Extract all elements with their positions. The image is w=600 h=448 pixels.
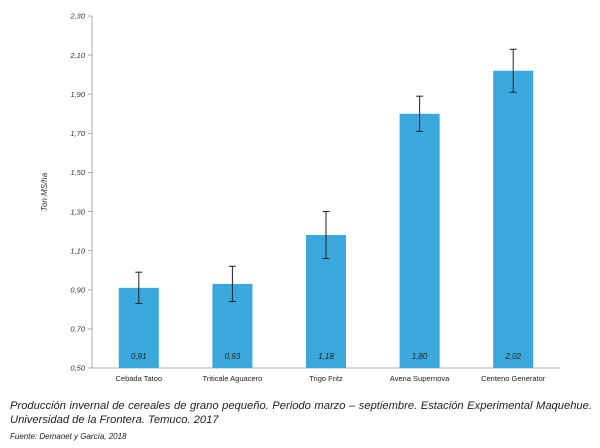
x-category-label: Centeno Generator — [481, 374, 546, 383]
x-axis-labels: Cebada Tatoo Triticale Aguacero Trigo Frit… — [116, 374, 546, 383]
y-tick-label: 0,90 — [70, 285, 85, 294]
x-category-label: Avena Supernova — [390, 374, 450, 383]
figure-source: Fuente: Demanet y García, 2018 — [10, 432, 127, 441]
y-tick-label: 0,50 — [70, 364, 85, 373]
bar-value-label: 1,18 — [318, 352, 334, 361]
bar-value-label: 2,02 — [504, 352, 521, 361]
y-tick-label: 2,30 — [69, 12, 85, 21]
bar-value-label: 1,80 — [412, 352, 428, 361]
bars — [118, 70, 534, 369]
bar-value-label: 0,93 — [225, 352, 241, 361]
y-tick-label: 1,70 — [70, 129, 85, 138]
y-tick-label: 2,10 — [69, 51, 85, 60]
bar-chart: Ton MS/ha 0,50 0,70 0,90 1,10 1,30 1,50 1,70 1,… — [40, 12, 560, 383]
y-tick-label: 1,10 — [70, 246, 85, 255]
y-tick-label: 1,90 — [70, 90, 85, 99]
figure-caption: Producción invernal de cereales de grano… — [10, 400, 592, 426]
x-category-label: Trigo Fritz — [309, 374, 343, 383]
y-tick-label: 1,50 — [70, 168, 85, 177]
error-bars — [135, 48, 517, 304]
y-axis-ticks: 0,50 0,70 0,90 1,10 1,30 1,50 1,70 1,90 2,10 2,30 — [69, 12, 92, 373]
value-labels: 0,91 0,93 1,18 1,80 2,02 — [131, 352, 522, 361]
y-tick-label: 1,30 — [70, 207, 85, 216]
bar — [493, 70, 534, 368]
y-axis-label: Ton MS/ha — [40, 172, 49, 211]
y-tick-label: 0,70 — [70, 325, 85, 334]
bar — [399, 113, 440, 369]
x-category-label: Triticale Aguacero — [203, 374, 263, 383]
x-category-label: Cebada Tatoo — [116, 374, 163, 383]
bar-value-label: 0,91 — [131, 352, 147, 361]
